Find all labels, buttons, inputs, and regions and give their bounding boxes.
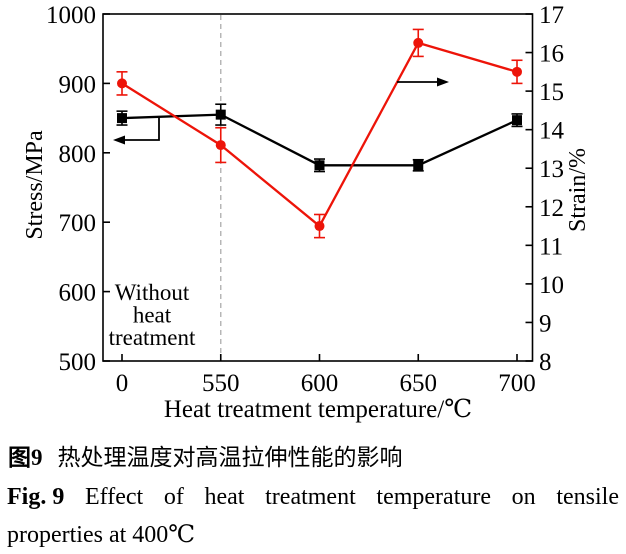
annotation-line: treatment bbox=[109, 325, 196, 350]
left-arrow-head bbox=[113, 135, 125, 145]
caption-en-word: treatment bbox=[265, 484, 356, 510]
circle-marker bbox=[512, 66, 522, 77]
caption-en-word: heat bbox=[204, 484, 245, 510]
x-tick-label: 700 bbox=[498, 370, 536, 397]
circle-marker bbox=[117, 78, 127, 89]
x-tick-label: 0 bbox=[116, 370, 129, 397]
left-tick-label: 800 bbox=[59, 141, 97, 168]
left-axis-title: Stress/MPa bbox=[22, 130, 48, 240]
caption-english-line2: properties at 400℃ bbox=[7, 522, 196, 548]
right-axis-title: Strain/% bbox=[565, 148, 591, 232]
right-arrow-head bbox=[437, 77, 449, 87]
caption-english-line1: Fig. 9 Effect of heat treatment temperature o… bbox=[7, 484, 619, 511]
caption-en-word: Effect bbox=[84, 484, 144, 510]
right-tick-label: 14 bbox=[539, 118, 565, 145]
right-tick-label: 9 bbox=[539, 310, 552, 337]
series-line bbox=[121, 113, 518, 167]
caption-en-label: Fig. 9 bbox=[7, 484, 65, 510]
series-line bbox=[121, 41, 518, 228]
caption-en-word: on bbox=[511, 484, 536, 510]
square-marker bbox=[512, 115, 522, 126]
caption-chinese: 图9 热处理温度对高温拉伸性能的影响 bbox=[8, 438, 403, 472]
circle-marker bbox=[413, 37, 424, 48]
caption-en-word: temperature bbox=[376, 484, 492, 510]
square-marker bbox=[413, 160, 424, 171]
left-tick-label: 500 bbox=[59, 349, 97, 376]
stress-series bbox=[116, 103, 523, 173]
left-tick-label: 600 bbox=[59, 280, 97, 307]
caption-en-word: tensile bbox=[556, 484, 619, 510]
right-tick-label: 8 bbox=[539, 349, 552, 376]
tick-labels: 500 600 700 800 900 1000 8 9 10 11 12 13 14 15 16 17 0 55… bbox=[46, 2, 565, 397]
square-marker bbox=[314, 160, 325, 171]
left-arrow-line bbox=[124, 117, 160, 141]
left-tick-label: 700 bbox=[59, 210, 97, 237]
caption-en-word: of bbox=[163, 484, 184, 510]
right-tick-label: 11 bbox=[539, 233, 563, 260]
axis-pointer-arrows bbox=[113, 77, 449, 145]
right-tick-label: 15 bbox=[539, 79, 564, 106]
right-tick-label: 12 bbox=[539, 195, 564, 222]
annotation-line: heat bbox=[133, 303, 172, 328]
right-tick-label: 13 bbox=[539, 156, 564, 183]
plot-frame bbox=[102, 13, 534, 362]
axis-ticks bbox=[103, 13, 533, 362]
square-marker bbox=[215, 109, 226, 120]
strain-series bbox=[116, 28, 523, 239]
caption-zh-label: 图9 bbox=[8, 445, 43, 470]
circle-marker bbox=[215, 140, 226, 151]
square-marker bbox=[117, 113, 127, 124]
x-axis-title: Heat treatment temperature/℃ bbox=[164, 396, 472, 423]
left-tick-label: 900 bbox=[59, 71, 97, 98]
circle-marker bbox=[314, 221, 325, 232]
caption-zh-text: 热处理温度对高温拉伸性能的影响 bbox=[57, 445, 403, 470]
x-tick-label: 600 bbox=[301, 370, 339, 397]
annotation-line: Without bbox=[115, 280, 190, 305]
right-tick-label: 10 bbox=[539, 272, 564, 299]
right-tick-label: 17 bbox=[539, 2, 564, 29]
x-tick-label: 550 bbox=[202, 370, 240, 397]
x-tick-label: 650 bbox=[400, 370, 438, 397]
right-tick-label: 16 bbox=[539, 41, 564, 68]
left-tick-label: 1000 bbox=[46, 2, 96, 29]
